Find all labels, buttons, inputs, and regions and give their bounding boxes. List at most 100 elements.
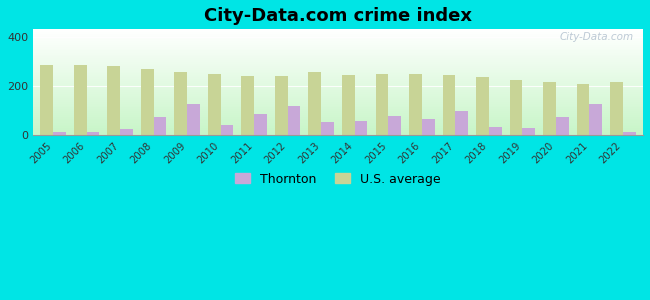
Bar <box>33 117 643 118</box>
Bar <box>33 36 643 37</box>
Bar <box>33 119 643 120</box>
Bar <box>33 55 643 56</box>
Bar <box>33 67 643 68</box>
Bar <box>187 104 200 135</box>
Bar <box>33 95 643 96</box>
Bar <box>33 87 643 88</box>
Bar <box>33 93 643 94</box>
Bar <box>476 77 489 135</box>
Bar <box>33 106 643 107</box>
Bar <box>510 80 523 135</box>
Bar <box>33 56 643 57</box>
Bar <box>556 117 569 135</box>
Bar <box>33 75 643 76</box>
Bar <box>33 83 643 84</box>
Title: City-Data.com crime index: City-Data.com crime index <box>204 7 472 25</box>
Bar <box>33 59 643 60</box>
Bar <box>33 40 643 41</box>
Bar <box>33 47 643 48</box>
Bar <box>33 39 643 40</box>
Bar <box>33 34 643 35</box>
Bar <box>74 65 86 135</box>
Bar <box>33 66 643 67</box>
Bar <box>254 114 267 135</box>
Bar <box>33 104 643 105</box>
Bar <box>120 129 133 135</box>
Bar <box>33 48 643 49</box>
Bar <box>33 102 643 103</box>
Bar <box>53 132 66 135</box>
Bar <box>33 33 643 34</box>
Bar <box>33 37 643 38</box>
Bar <box>33 29 643 30</box>
Bar <box>33 54 643 55</box>
Bar <box>33 79 643 80</box>
Bar <box>33 130 643 131</box>
Bar <box>33 35 643 36</box>
Bar <box>33 89 643 90</box>
Bar <box>33 42 643 43</box>
Bar <box>33 62 643 63</box>
Bar <box>33 85 643 86</box>
Bar <box>577 83 590 135</box>
Bar <box>33 58 643 59</box>
Bar <box>33 50 643 51</box>
Bar <box>33 116 643 117</box>
Bar <box>33 49 643 50</box>
Bar <box>543 82 556 135</box>
Bar <box>33 113 643 114</box>
Bar <box>33 124 643 125</box>
Bar <box>33 112 643 113</box>
Bar <box>33 100 643 101</box>
Bar <box>33 81 643 82</box>
Bar <box>33 98 643 99</box>
Text: City-Data.com: City-Data.com <box>560 32 634 43</box>
Bar <box>208 74 220 135</box>
Bar <box>33 78 643 79</box>
Bar <box>33 94 643 95</box>
Bar <box>40 65 53 135</box>
Bar <box>33 86 643 87</box>
Bar <box>33 107 643 108</box>
Bar <box>33 52 643 53</box>
Bar <box>321 122 334 135</box>
Bar <box>33 51 643 52</box>
Bar <box>33 46 643 47</box>
Bar <box>33 38 643 39</box>
Bar <box>33 118 643 119</box>
Legend: Thornton, U.S. average: Thornton, U.S. average <box>230 168 446 190</box>
Bar <box>33 92 643 93</box>
Bar <box>33 44 643 45</box>
Bar <box>33 64 643 65</box>
Bar <box>33 101 643 102</box>
Bar <box>33 40 643 41</box>
Bar <box>422 118 435 135</box>
Bar <box>174 72 187 135</box>
Bar <box>33 60 643 61</box>
Bar <box>33 65 643 66</box>
Bar <box>288 106 300 135</box>
Bar <box>33 96 643 97</box>
Bar <box>33 131 643 132</box>
Bar <box>86 132 99 135</box>
Bar <box>33 74 643 75</box>
Bar <box>33 97 643 98</box>
Bar <box>33 105 643 106</box>
Bar <box>33 57 643 58</box>
Bar <box>590 104 602 135</box>
Bar <box>33 41 643 42</box>
Bar <box>342 75 355 135</box>
Bar <box>33 99 643 100</box>
Bar <box>355 121 367 135</box>
Bar <box>33 70 643 71</box>
Bar <box>33 134 643 135</box>
Bar <box>388 116 401 135</box>
Bar <box>623 132 636 135</box>
Bar <box>220 125 233 135</box>
Bar <box>33 114 643 115</box>
Bar <box>241 76 254 135</box>
Bar <box>33 31 643 32</box>
Bar <box>33 73 643 74</box>
Bar <box>275 76 288 135</box>
Bar <box>33 45 643 46</box>
